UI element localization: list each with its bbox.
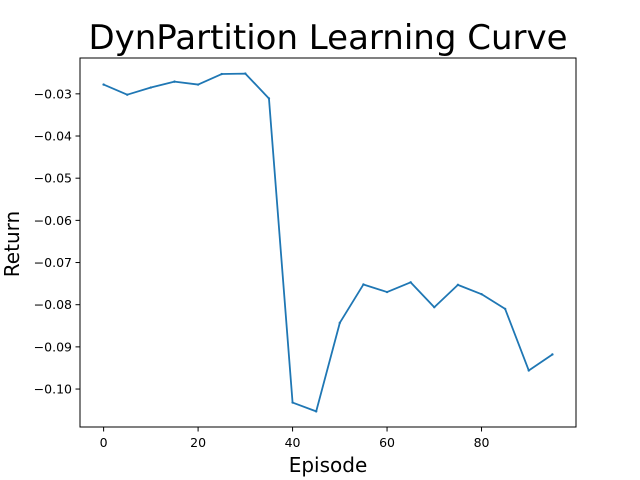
- y-tick-label: −0.04: [34, 129, 72, 144]
- data-point: [126, 93, 129, 96]
- x-tick-label: 60: [379, 435, 395, 450]
- data-point: [173, 80, 176, 83]
- data-point: [314, 410, 318, 413]
- y-tick-label: −0.07: [34, 255, 72, 270]
- series-line: [102, 72, 554, 413]
- x-tick-label: 80: [474, 435, 490, 450]
- data-point: [220, 72, 223, 76]
- x-tick-label: 40: [285, 435, 301, 450]
- data-point: [362, 283, 365, 286]
- data-point: [338, 321, 342, 325]
- y-tick-label: −0.10: [34, 382, 72, 397]
- data-point: [385, 290, 389, 294]
- data-point: [551, 353, 554, 356]
- data-point: [503, 307, 507, 311]
- data-point: [291, 401, 294, 404]
- data-point: [196, 83, 200, 86]
- data-point: [409, 281, 412, 284]
- y-tick-label: −0.08: [34, 297, 72, 312]
- data-point: [267, 97, 271, 100]
- y-axis-label: Return: [0, 211, 24, 277]
- x-axis-label: Episode: [289, 453, 368, 477]
- chart-title: DynPartition Learning Curve: [88, 18, 567, 58]
- data-point: [527, 369, 530, 372]
- data-point: [149, 86, 153, 89]
- data-point: [456, 283, 460, 287]
- data-point: [102, 83, 105, 86]
- y-tick-label: −0.06: [34, 213, 72, 228]
- data-point: [244, 72, 247, 75]
- data-point: [480, 292, 483, 296]
- x-tick-label: 0: [100, 435, 108, 450]
- y-tick-label: −0.09: [34, 339, 72, 354]
- data-point: [433, 306, 436, 309]
- y-axis-ticks: −0.03 −0.04 −0.05 −0.06 −0.07 −0.08 −0.09 −0.10: [34, 86, 80, 397]
- y-tick-label: −0.03: [34, 86, 72, 101]
- x-tick-label: 20: [190, 435, 206, 450]
- x-axis-ticks: 0 20 40 60 80: [100, 427, 490, 450]
- plot-area: [79, 57, 577, 428]
- series-layer: [102, 72, 554, 413]
- y-tick-label: −0.05: [34, 171, 72, 186]
